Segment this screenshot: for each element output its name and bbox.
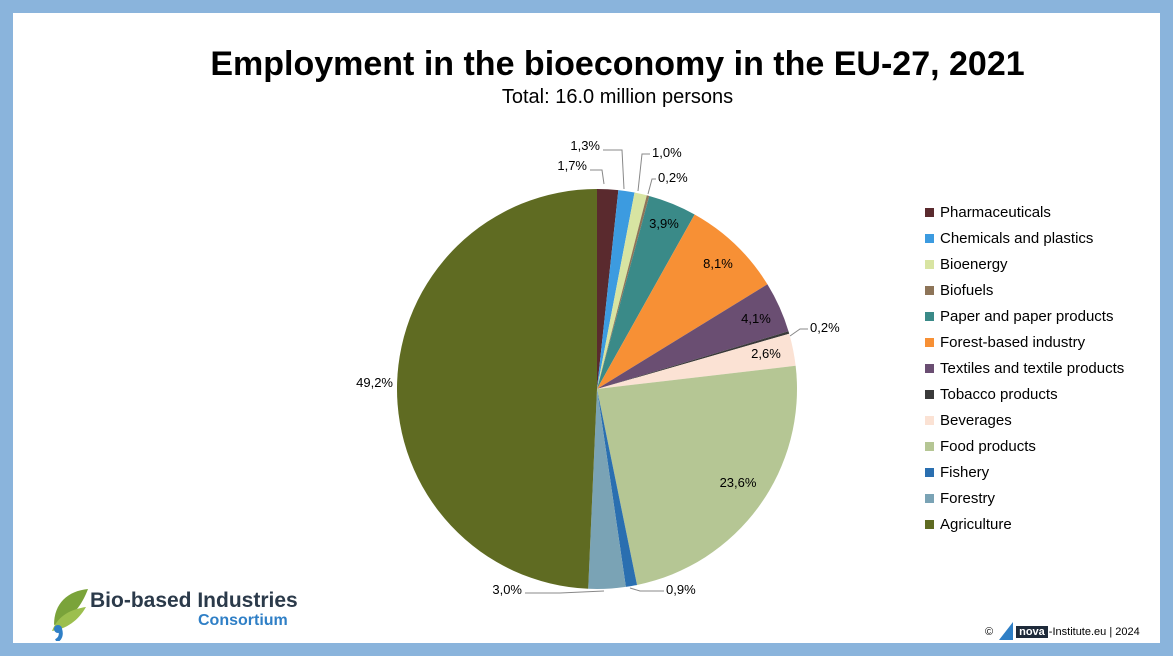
legend-item: Pharmaceuticals — [925, 199, 1124, 225]
legend-item: Tobacco products — [925, 381, 1124, 407]
legend-swatch — [925, 311, 934, 321]
data-label-bioenergy: 1,0% — [652, 145, 682, 160]
leader-line — [647, 178, 656, 195]
pie-slice-tobacco-products — [597, 331, 790, 389]
legend-swatch — [925, 259, 934, 269]
legend-item: Forest-based industry — [925, 329, 1124, 355]
legend-item: Agriculture — [925, 511, 1124, 537]
pie-slice-chemicals-and-plastics — [597, 190, 635, 389]
leader-line — [590, 169, 605, 185]
legend-swatch — [925, 467, 934, 477]
pie-slice-fishery — [597, 389, 638, 587]
pie-slice-bioenergy — [597, 192, 647, 389]
pie-slice-textiles-and-textile-products — [597, 284, 789, 389]
leader-line — [637, 153, 650, 192]
leader-line — [789, 328, 808, 337]
legend-swatch — [925, 519, 934, 529]
data-label-paper-and-paper-products: 3,9% — [649, 216, 679, 231]
legend-label: Forestry — [940, 489, 996, 507]
nova-sail-icon — [999, 622, 1014, 640]
data-label-tobacco-products: 0,2% — [810, 320, 840, 335]
pie-slice-food-products — [597, 365, 797, 585]
legend-item: Chemicals and plastics — [925, 225, 1124, 251]
legend-label: Food products — [940, 437, 1036, 455]
legend-swatch — [925, 415, 934, 425]
legend-swatch — [925, 337, 934, 347]
data-label-agriculture: 49,2% — [356, 375, 393, 390]
legend-swatch — [925, 285, 934, 295]
legend-label: Chemicals and plastics — [940, 229, 1094, 247]
pie-slice-forestry — [588, 389, 626, 589]
legend-item: Beverages — [925, 407, 1124, 433]
legend-item: Food products — [925, 433, 1124, 459]
legend-label: Forest-based industry — [940, 333, 1086, 351]
pie-slice-beverages — [597, 333, 796, 389]
legend-item: Forestry — [925, 485, 1124, 511]
data-label-pharmaceuticals: 1,7% — [557, 158, 587, 173]
logo-line2: Consortium — [198, 612, 288, 629]
legend-item: Fishery — [925, 459, 1124, 485]
legend-label: Biofuels — [940, 281, 994, 299]
legend-swatch — [925, 441, 934, 451]
copyright-symbol: © — [985, 626, 994, 638]
nova-wordmark: nova — [1016, 626, 1048, 638]
legend-swatch — [925, 363, 934, 373]
pie-slice-forest-based-industry — [597, 214, 768, 389]
leaf-logo-icon — [52, 589, 88, 643]
data-label-forestry: 3,0% — [492, 582, 522, 597]
bbi-logo: Bio-based Industries Consortium — [48, 585, 318, 643]
legend-label: Bioenergy — [940, 255, 1008, 273]
legend-item: Bioenergy — [925, 251, 1124, 277]
legend-swatch — [925, 493, 934, 503]
legend-swatch — [925, 207, 934, 217]
data-label-chemicals-and-plastics: 1,3% — [570, 138, 600, 153]
chart-subtitle: Total: 16.0 million persons — [501, 86, 734, 108]
legend-label: Textiles and textile products — [940, 359, 1125, 377]
data-label-biofuels: 0,2% — [658, 170, 688, 185]
pie-slice-biofuels — [597, 195, 650, 389]
legend-label: Agriculture — [940, 515, 1012, 533]
legend-label: Pharmaceuticals — [940, 203, 1051, 221]
leader-line — [525, 590, 605, 594]
pie-slice-pharmaceuticals — [597, 189, 619, 389]
logo-line1: Bio-based Industries — [90, 589, 298, 612]
pie-slice-paper-and-paper-products — [597, 195, 695, 389]
data-label-food-products: 23,6% — [720, 475, 757, 490]
chart-title: Employment in the bioeconomy in the EU-2… — [210, 45, 1025, 83]
legend-label: Beverages — [940, 411, 1012, 429]
leader-line — [629, 587, 664, 592]
legend-item: Paper and paper products — [925, 303, 1124, 329]
legend-swatch — [925, 389, 934, 399]
legend-label: Tobacco products — [940, 385, 1058, 403]
credit-text: -Institute.eu | 2024 — [1048, 626, 1140, 638]
pie-slice-agriculture — [397, 189, 597, 589]
copyright-credit: © nova -Institute.eu | 2024 — [985, 622, 1140, 642]
data-label-forest-based-industry: 8,1% — [703, 256, 733, 271]
chart-legend: Pharmaceuticals Chemicals and plastics Bio… — [925, 199, 1124, 537]
data-label-fishery: 0,9% — [666, 582, 696, 597]
legend-item: Biofuels — [925, 277, 1124, 303]
leader-line — [603, 149, 625, 190]
data-label-textiles-and-textile-products: 4,1% — [741, 311, 771, 326]
legend-swatch — [925, 233, 934, 243]
legend-label: Fishery — [940, 463, 990, 481]
legend-item: Textiles and textile products — [925, 355, 1124, 381]
legend-label: Paper and paper products — [940, 307, 1114, 325]
data-label-beverages: 2,6% — [751, 346, 781, 361]
